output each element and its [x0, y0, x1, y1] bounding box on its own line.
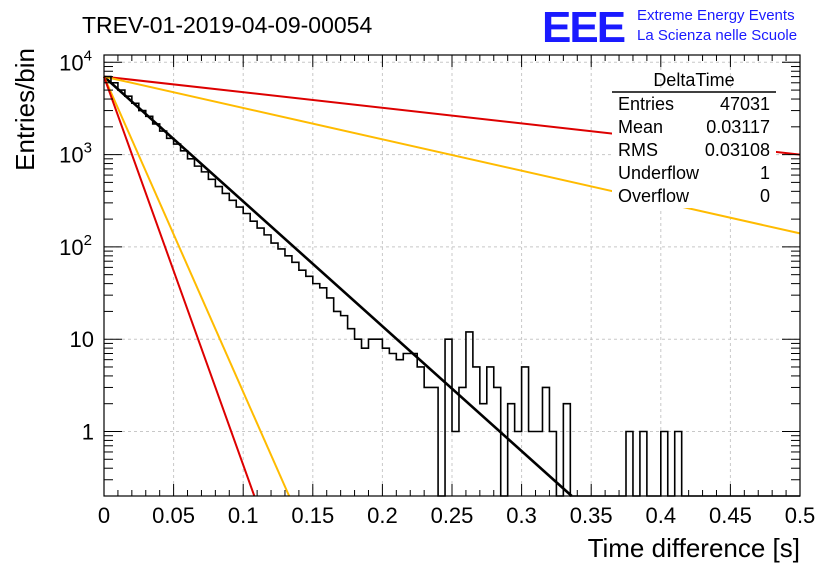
- histogram-bin: [208, 179, 215, 496]
- histogram-bin: [375, 339, 382, 496]
- y-tick-label: 1: [82, 419, 94, 444]
- histogram-bin: [459, 387, 466, 496]
- x-tick-label: 0.15: [291, 503, 334, 528]
- chart-title: TREV-01-2019-04-09-00054: [82, 12, 372, 38]
- histogram-bin: [313, 284, 320, 496]
- stats-box: DeltaTime Entries 47031 Mean 0.03117 RMS…: [612, 70, 776, 208]
- histogram-bin: [431, 387, 438, 496]
- histogram-bin: [285, 256, 292, 496]
- histogram-bin: [348, 329, 355, 496]
- histogram-bin: [382, 348, 389, 496]
- fit-line-3: [103, 76, 291, 497]
- logo-mark: EEE: [542, 3, 625, 52]
- histogram-bin: [362, 348, 369, 496]
- histogram-bin: [167, 138, 174, 496]
- histogram-bin: [396, 360, 403, 496]
- histogram-bin: [153, 124, 160, 496]
- histogram-bin: [181, 151, 188, 496]
- histogram-bin: [243, 214, 250, 496]
- histogram-bin: [452, 431, 459, 496]
- y-tick-label: 104: [59, 47, 92, 75]
- x-tick-label: 0.5: [785, 503, 816, 528]
- stats-value-mean: 0.03117: [706, 117, 770, 137]
- histogram-bin: [104, 77, 111, 496]
- y-axis-label: Entries/bin: [10, 48, 40, 171]
- y-tick-label: 10: [70, 327, 94, 352]
- x-tick-label: 0.45: [709, 503, 752, 528]
- histogram-bin: [292, 262, 299, 496]
- histogram-bin: [257, 228, 264, 496]
- stats-label-mean: Mean: [618, 117, 663, 137]
- histogram-bin: [174, 144, 181, 496]
- histogram-bin: [250, 221, 257, 496]
- histogram-bin: [320, 288, 327, 496]
- histogram-bin: [201, 172, 208, 496]
- histogram-bin: [445, 339, 452, 496]
- y-tick-label: 102: [59, 232, 92, 260]
- histogram-bin: [368, 339, 375, 496]
- histogram-bin: [111, 83, 118, 496]
- stats-label-entries: Entries: [618, 94, 674, 114]
- histogram-bin: [494, 387, 501, 496]
- fit-line-0: [103, 75, 573, 497]
- histogram-outline: [104, 75, 800, 497]
- histogram-bin: [389, 353, 396, 496]
- x-tick-label: 0: [98, 503, 110, 528]
- histogram-bin: [563, 404, 570, 496]
- histogram-bin: [264, 235, 271, 496]
- histogram-bin: [542, 387, 549, 496]
- stats-value-rms: 0.03108: [705, 140, 770, 160]
- eee-logo: EEE Extreme Energy Events La Scienza nel…: [542, 3, 797, 52]
- histogram-bin: [160, 131, 167, 496]
- histogram-bin: [515, 431, 522, 496]
- y-tick-label: 103: [59, 140, 92, 168]
- stats-box-frame: [612, 90, 776, 208]
- x-tick-label: 0.2: [367, 503, 398, 528]
- histogram-bin: [626, 431, 633, 496]
- x-tick-label: 0.4: [646, 503, 677, 528]
- histogram-bin: [640, 431, 647, 496]
- x-tick-label: 0.25: [431, 503, 474, 528]
- histogram-bin: [466, 332, 473, 496]
- stats-title: DeltaTime: [653, 70, 734, 90]
- histogram-bin: [306, 276, 313, 496]
- histogram-bin: [278, 249, 285, 496]
- histogram-bin: [424, 387, 431, 496]
- logo-line-2: La Scienza nelle Scuole: [637, 27, 797, 44]
- histogram-bin: [675, 431, 682, 496]
- stats-label-rms: RMS: [618, 140, 658, 160]
- histogram-bin: [118, 90, 125, 496]
- histogram-bin: [549, 431, 556, 496]
- x-tick-label: 0.05: [152, 503, 195, 528]
- x-tick-label: 0.1: [228, 503, 259, 528]
- histogram-bin: [125, 96, 132, 496]
- stats-value-overflow: 0: [760, 186, 770, 206]
- histogram-series: [104, 75, 800, 497]
- histogram-bin: [341, 316, 348, 496]
- histogram-bin: [508, 404, 515, 496]
- histogram-bin: [410, 353, 417, 496]
- histogram-bin: [327, 298, 334, 496]
- histogram-bin: [229, 200, 236, 496]
- histogram-bin: [403, 353, 410, 496]
- logo-line-1: Extreme Energy Events: [637, 7, 795, 24]
- histogram-bin: [355, 339, 362, 496]
- stats-value-underflow: 1: [760, 163, 770, 183]
- histogram-bin: [299, 270, 306, 496]
- stats-label-overflow: Overflow: [618, 186, 690, 206]
- x-axis-label: Time difference [s]: [588, 533, 800, 563]
- stats-label-underflow: Underflow: [618, 163, 700, 183]
- x-axis-ticks: 0 0.05 0.1 0.15 0.2 0.25 0.3 0.35 0.4 0.45 0.5: [98, 55, 815, 528]
- histogram-bin: [661, 431, 668, 496]
- stats-value-entries: 47031: [720, 94, 770, 114]
- fit-line-4: [103, 76, 256, 497]
- x-tick-label: 0.35: [570, 503, 613, 528]
- x-tick-label: 0.3: [506, 503, 537, 528]
